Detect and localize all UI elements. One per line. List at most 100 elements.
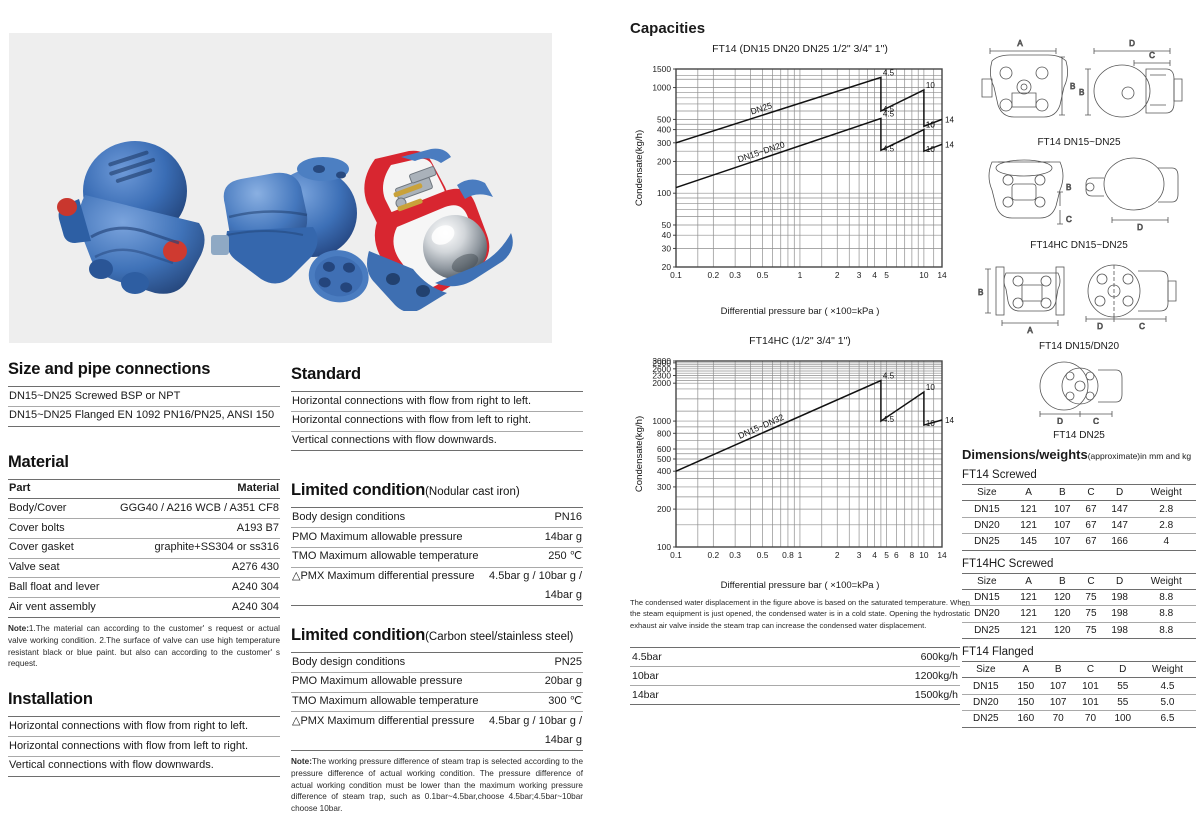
table-row: DN15 150 107 101 55 4.5 — [962, 677, 1196, 695]
table-row: DN25 160 70 70 100 6.5 — [962, 710, 1196, 728]
svg-text:10: 10 — [919, 550, 929, 560]
table-header-row: Size A B C D Weight — [962, 483, 1196, 502]
material-section-title: Material — [8, 452, 69, 471]
table-row: Vertical connections with flow downwards… — [8, 756, 280, 777]
table-row: Body design conditions PN16 — [291, 507, 583, 528]
table-row: TMO Maximum allowable temperature 250 ℃ — [291, 547, 583, 568]
table-row: DN20 121 120 75 198 8.8 — [962, 605, 1196, 623]
capacities-heading: Capacities — [630, 20, 706, 37]
note-label: Note: — [291, 756, 312, 766]
svg-text:2: 2 — [835, 270, 840, 280]
table-row: Horizontal connections with flow from ri… — [291, 391, 583, 412]
table-row: DN15 121 107 67 147 2.8 — [962, 500, 1196, 518]
chart-ft14-xlabel: Differential pressure bar ( ×100=kPa ) — [720, 306, 880, 317]
limited-condition-steel-section: Limited condition(Carbon steel/stainless… — [291, 626, 583, 815]
svg-text:10: 10 — [919, 270, 929, 280]
table-row: Cover gasket graphite+SS304 or ss316 — [8, 538, 280, 559]
svg-text:10: 10 — [926, 81, 935, 90]
table-row: Cover bolts A193 B7 — [8, 518, 280, 539]
svg-text:B: B — [1070, 82, 1075, 91]
svg-text:1: 1 — [798, 550, 803, 560]
limited-iron-subtitle: (Nodular cast iron) — [425, 486, 520, 499]
dim-table-ft14-screwed: Size A B C D Weight DN15 121 107 67 147 2.8 D… — [962, 483, 1196, 551]
svg-text:4.5: 4.5 — [883, 415, 895, 424]
svg-text:6: 6 — [894, 550, 899, 560]
svg-text:300: 300 — [657, 482, 671, 492]
svg-text:10: 10 — [926, 383, 935, 392]
svg-text:0.1: 0.1 — [670, 550, 682, 560]
right-column: A B D C B — [962, 35, 1196, 728]
table-row: DN25 145 107 67 166 4 — [962, 533, 1196, 551]
table-row: Vertical connections with flow downwards… — [291, 431, 583, 452]
svg-text:0.3: 0.3 — [729, 270, 741, 280]
table-row: Air vent assembly A240 304 — [8, 597, 280, 618]
svg-text:5: 5 — [884, 270, 889, 280]
svg-text:4.5: 4.5 — [883, 68, 895, 77]
installation-section-title: Installation — [8, 690, 93, 709]
chart-ft14: 20 30 40 50 100 200 300 400 500 1000 1500 0.1 0.2 0.3… — [630, 59, 970, 304]
standard-section: Standard Horizontal connections with flo… — [291, 365, 583, 452]
limited-iron-title: Limited condition(Nodular cast iron) — [291, 481, 520, 500]
svg-text:2600: 2600 — [652, 364, 671, 374]
svg-text:B: B — [1066, 183, 1071, 192]
svg-text:A: A — [1027, 326, 1033, 335]
svg-text:0.3: 0.3 — [729, 550, 741, 560]
svg-text:4.5: 4.5 — [883, 372, 895, 381]
table-header-row: Size A B C D Weight — [962, 572, 1196, 590]
svg-text:500: 500 — [657, 454, 671, 464]
svg-text:10: 10 — [926, 145, 935, 154]
limited-steel-subtitle: (Carbon steel/stainless steel) — [425, 631, 574, 643]
svg-text:C: C — [1139, 322, 1145, 331]
svg-text:2000: 2000 — [652, 378, 671, 388]
note-text: The working pressure difference of steam… — [291, 756, 583, 814]
svg-text:500: 500 — [657, 114, 671, 124]
drawing-ft14hc-dn15-dn25: B C D FT14HC DN15~DN25 — [962, 154, 1196, 251]
valve-photo-screwed — [39, 133, 229, 308]
dim-table-title-ft14hc-screwed: FT14HC Screwed — [962, 557, 1054, 570]
table-row: 14bar g — [291, 586, 583, 607]
svg-text:0.5: 0.5 — [757, 270, 769, 280]
svg-text:14: 14 — [945, 115, 954, 124]
product-photo-panel — [9, 33, 552, 343]
dim-table-title-ft14-screwed: FT14 Screwed — [962, 469, 1037, 481]
table-row: TMO Maximum allowable temperature 300 ℃ — [291, 692, 583, 713]
table-row: Horizontal connections with flow from le… — [8, 736, 280, 757]
table-row: DN15~DN25 Flanged EN 1092 PN16/PN25, ANS… — [8, 406, 280, 427]
svg-text:2: 2 — [835, 550, 840, 560]
dimensions-header-sub: (approximate)in mm and kg — [1087, 451, 1192, 461]
col-header-part: Part — [8, 478, 108, 500]
table-row: DN15 121 120 75 198 8.8 — [962, 589, 1196, 607]
svg-text:3: 3 — [857, 270, 862, 280]
svg-text:200: 200 — [657, 156, 671, 166]
table-row: 4.5bar 600kg/h — [630, 647, 960, 668]
table-row: Horizontal connections with flow from ri… — [8, 716, 280, 738]
svg-text:C: C — [1093, 417, 1099, 424]
standard-section-title: Standard — [291, 365, 361, 383]
drawing-ft14-dn25: D C FT14 DN25 — [962, 358, 1196, 441]
svg-text:0.5: 0.5 — [757, 550, 769, 560]
svg-text:4: 4 — [872, 550, 877, 560]
limited-steel-note: Note:The working pressure difference of … — [291, 756, 583, 815]
svg-text:400: 400 — [657, 125, 671, 135]
svg-text:0.1: 0.1 — [670, 270, 682, 280]
dim-table-title-ft14-flanged: FT14 Flanged — [962, 646, 1034, 658]
capacities-section: Capacities FT14 (DN15 DN20 DN25 1/2" 3/4… — [630, 20, 970, 706]
size-and-pipe-connections-section: Size and pipe connections DN15~DN25 Scre… — [8, 360, 280, 427]
svg-text:200: 200 — [657, 504, 671, 514]
svg-text:A: A — [1017, 39, 1023, 48]
chart-ft14hc-xlabel: Differential pressure bar ( ×100=kPa ) — [720, 580, 880, 591]
svg-text:14: 14 — [945, 416, 954, 425]
chart-ft14hc-title: FT14HC (1/2" 3/4" 1") — [749, 335, 851, 347]
limited-condition-iron-section: Limited condition(Nodular cast iron) Bod… — [291, 481, 583, 607]
svg-text:0.2: 0.2 — [707, 270, 719, 280]
datasheet-page: Size and pipe connections DN15~DN25 Scre… — [8, 20, 1196, 813]
svg-text:300: 300 — [657, 138, 671, 148]
svg-text:14: 14 — [945, 140, 954, 149]
size-table: DN15~DN25 Screwed BSP or NPT DN15~DN25 F… — [8, 386, 280, 427]
table-row: △PMX Maximum differential pressure 4.5bar… — [292, 570, 582, 582]
svg-text:0.8: 0.8 — [782, 550, 794, 560]
svg-text:8: 8 — [910, 550, 915, 560]
table-row: Body/Cover GGG40 / A216 WCB / A351 CF8 — [8, 498, 280, 519]
table-row: △PMX Maximum differential pressure 4.5bar… — [292, 714, 582, 727]
svg-text:DN25: DN25 — [749, 100, 773, 116]
